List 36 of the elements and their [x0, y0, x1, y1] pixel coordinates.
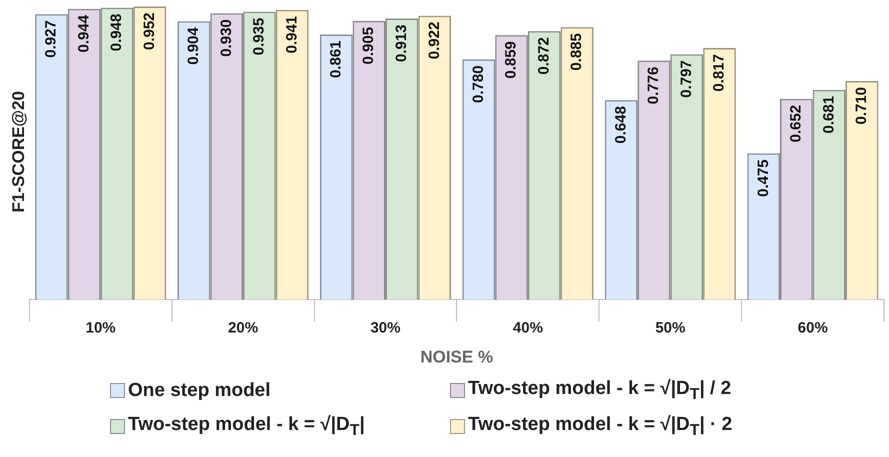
legend-label: Two-step model - k = √|D$_{T}$| / 2: [468, 378, 732, 404]
x-tick-label: 20%: [228, 320, 258, 337]
data-label: 0.681: [820, 96, 838, 134]
data-label: 0.859: [502, 41, 520, 79]
x-tick-label: 40%: [512, 320, 543, 337]
x-axis-title: NOISE %: [420, 347, 494, 366]
data-label: 0.652: [788, 104, 805, 142]
data-label: 0.952: [140, 12, 158, 50]
data-label: 0.913: [393, 24, 410, 62]
data-label: 0.776: [645, 66, 662, 104]
data-label: 0.648: [612, 106, 630, 144]
data-label: 0.905: [360, 26, 378, 64]
x-tick-label: 50%: [655, 320, 686, 337]
y-axis-title: F1-SCORE@20: [8, 91, 28, 213]
legend-label: One step model: [128, 380, 271, 402]
data-label: 0.927: [42, 20, 60, 58]
legend-label: Two-step model - k = √|D$_{T}$| · 2: [468, 414, 732, 440]
data-label: 0.817: [710, 54, 728, 92]
x-tick-label: 60%: [798, 320, 828, 337]
data-label: 0.944: [75, 14, 92, 52]
data-label: 0.930: [218, 19, 235, 57]
x-tick-label: 10%: [86, 320, 116, 337]
data-label: 0.797: [678, 60, 695, 98]
data-label: 0.904: [185, 26, 202, 65]
legend-label: Two-step model - k = √|D$_{T}$|: [128, 414, 365, 440]
x-tick-label: 30%: [370, 320, 400, 337]
data-label: 0.935: [250, 18, 268, 56]
data-label: 0.941: [283, 16, 300, 54]
data-label: 0.475: [754, 159, 772, 197]
data-label: 0.780: [470, 65, 487, 103]
data-label: 0.861: [327, 40, 344, 78]
data-label: 0.872: [535, 37, 552, 75]
data-label: 0.885: [568, 33, 586, 71]
data-label: 0.710: [853, 86, 870, 125]
data-label: 0.948: [108, 14, 126, 52]
data-label: 0.922: [426, 22, 443, 60]
